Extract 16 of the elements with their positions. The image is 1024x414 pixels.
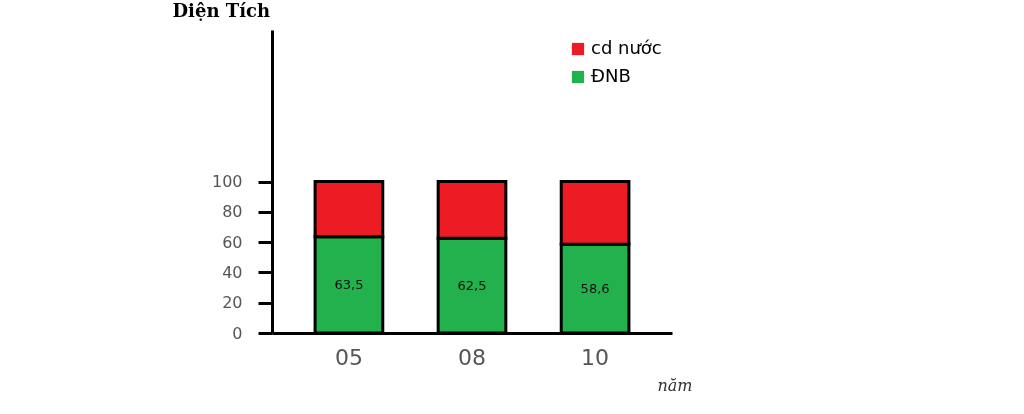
x-tick-label: 05 [334, 344, 363, 370]
y-tick-label: 100 [211, 172, 243, 191]
y-tick-label: 0 [232, 323, 243, 343]
data-label: 58,6 [580, 280, 610, 296]
legend-label: cd nước [591, 37, 662, 58]
x-tick-label: 08 [458, 344, 486, 370]
y-tick-label: 80 [222, 202, 243, 222]
x-tick-label: 10 [581, 344, 610, 370]
y-tick-label: 40 [222, 262, 243, 282]
legend-label: ĐNB [591, 65, 631, 86]
data-label: 63,5 [334, 276, 364, 292]
x-axis-title: năm [657, 375, 693, 395]
y-tick-label: 60 [222, 232, 243, 252]
y-axis-title: Diện Tích [172, 0, 271, 21]
y-tick-label: 20 [222, 293, 243, 313]
data-label: 62,5 [457, 277, 487, 293]
